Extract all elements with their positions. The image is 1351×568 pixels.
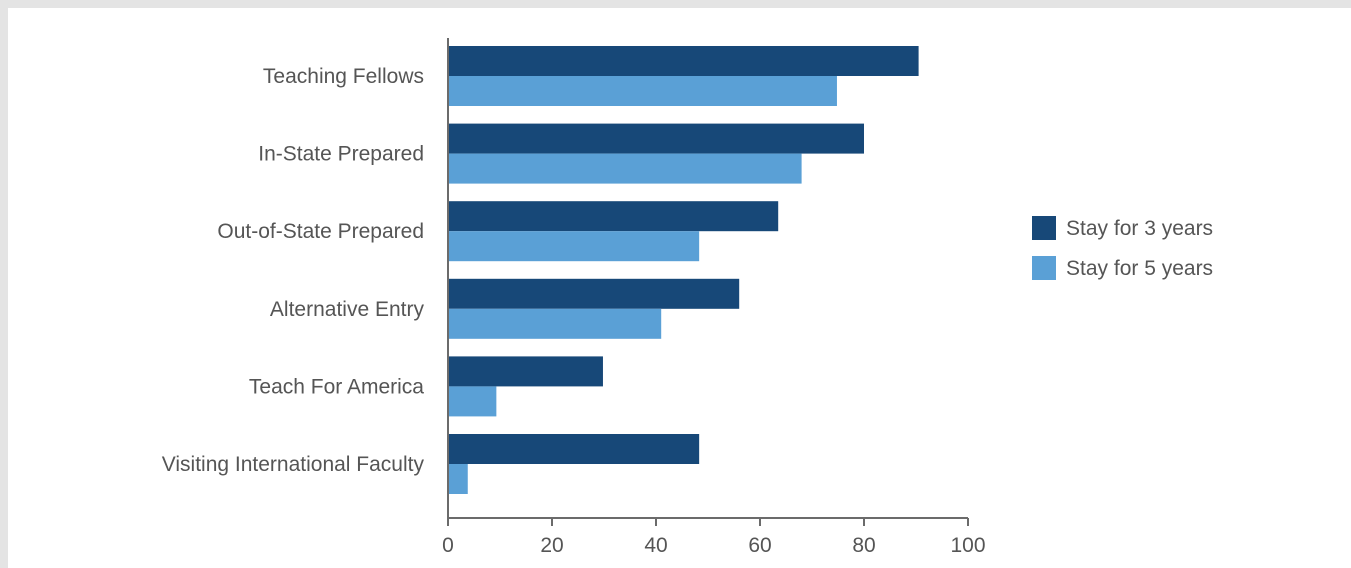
bar-teaching-fellows-stay-for-5-years — [448, 76, 837, 106]
x-tick-label: 80 — [852, 534, 875, 557]
bar-in-state-prepared-stay-for-5-years — [448, 153, 802, 184]
bar-alternative-entry-stay-for-3-years — [448, 278, 740, 309]
bar-teach-for-america-stay-for-5-years — [448, 386, 497, 417]
bar-chart: Teaching Fellows In-State Prepared Out-of-… — [162, 38, 1213, 557]
bar-out-of-state-prepared-stay-for-5-years — [448, 231, 700, 262]
category-label: Alternative Entry — [270, 298, 425, 321]
category-label: In-State Prepared — [258, 143, 424, 166]
x-tick-label: 40 — [644, 534, 667, 557]
x-axis: 0 20 40 60 80 100 — [442, 38, 986, 557]
x-tick-label: 0 — [442, 534, 454, 557]
category-label: Teach For America — [249, 375, 424, 398]
bar-teach-for-america-stay-for-3-years — [448, 356, 603, 387]
bar-in-state-prepared-stay-for-3-years — [448, 123, 864, 154]
x-tick-label: 60 — [748, 534, 771, 557]
legend-label-stay-for-5-years: Stay for 5 years — [1066, 257, 1213, 280]
legend-label-stay-for-3-years: Stay for 3 years — [1066, 217, 1213, 240]
category-labels: Teaching Fellows In-State Prepared Out-of-… — [162, 65, 425, 476]
legend: Stay for 3 years Stay for 5 years — [1032, 216, 1213, 280]
legend-swatch-stay-for-5-years — [1032, 256, 1056, 280]
legend-swatch-stay-for-3-years — [1032, 216, 1056, 240]
bar-visiting-international-faculty-stay-for-5-years — [448, 464, 468, 494]
x-tick-label: 20 — [540, 534, 563, 557]
category-label: Teaching Fellows — [263, 65, 424, 88]
category-label: Visiting International Faculty — [162, 453, 425, 476]
x-tick-label: 100 — [950, 534, 985, 557]
bar-teaching-fellows-stay-for-3-years — [448, 46, 919, 76]
category-label: Out-of-State Prepared — [217, 220, 424, 243]
bar-visiting-international-faculty-stay-for-3-years — [448, 434, 700, 464]
bars-group — [448, 46, 919, 494]
bar-alternative-entry-stay-for-5-years — [448, 308, 662, 339]
chart-panel: Teaching Fellows In-State Prepared Out-of-… — [8, 8, 1351, 568]
bar-out-of-state-prepared-stay-for-3-years — [448, 201, 779, 232]
